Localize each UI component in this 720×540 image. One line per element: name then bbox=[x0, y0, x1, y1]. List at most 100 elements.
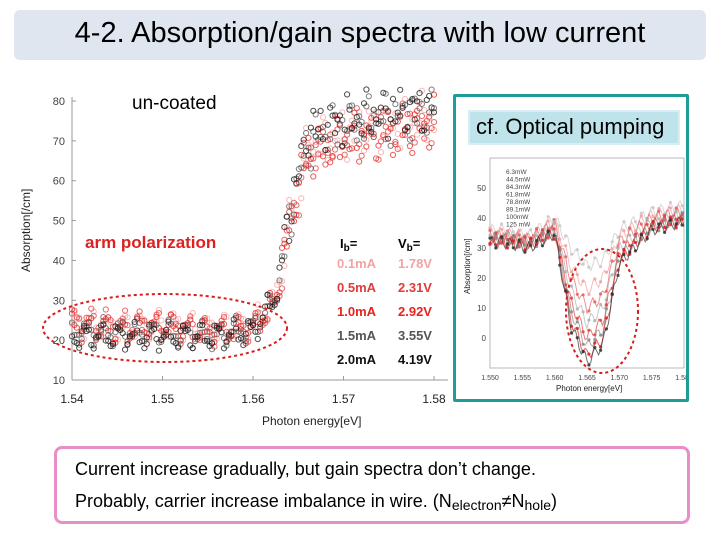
main-data-point bbox=[199, 322, 206, 329]
main-data-point bbox=[298, 195, 305, 202]
main-data-point bbox=[382, 136, 389, 143]
main-data-point bbox=[290, 218, 298, 225]
main-chart-ticks: 10 20 30 40 50 60 70 80 1.54 1.55 1.56 1.57 1.58 bbox=[53, 96, 446, 406]
main-data-point bbox=[428, 86, 435, 93]
main-data-point bbox=[327, 136, 334, 143]
main-data-point bbox=[146, 334, 153, 341]
main-data-point bbox=[351, 137, 358, 144]
inset-series-line bbox=[489, 199, 685, 272]
main-data-point bbox=[102, 337, 109, 344]
main-data-point bbox=[249, 321, 257, 329]
main-data-point bbox=[387, 125, 394, 132]
main-data-point bbox=[276, 289, 283, 296]
main-data-point bbox=[360, 135, 368, 142]
main-data-point bbox=[257, 324, 264, 331]
main-data-point bbox=[138, 331, 146, 338]
main-data-point bbox=[288, 218, 295, 225]
main-data-point bbox=[312, 133, 319, 140]
main-data-point bbox=[95, 333, 102, 340]
main-data-point bbox=[399, 132, 406, 139]
main-data-point bbox=[421, 135, 428, 142]
main-data-point bbox=[283, 243, 290, 250]
legend-col-v: V bbox=[398, 236, 407, 251]
main-data-point bbox=[122, 307, 129, 314]
main-data-point bbox=[189, 345, 196, 352]
main-data-point bbox=[414, 98, 421, 105]
main-data-point bbox=[353, 144, 360, 151]
main-data-point bbox=[421, 127, 428, 134]
main-data-point bbox=[356, 158, 363, 165]
main-data-point bbox=[385, 135, 392, 142]
inset-legend-entry: 44.5mW bbox=[506, 177, 531, 184]
main-data-point bbox=[428, 125, 435, 132]
main-x-tick-label: 1.57 bbox=[332, 392, 356, 406]
main-data-point bbox=[230, 316, 237, 323]
legend-voltage-3: 3.55V bbox=[398, 328, 432, 343]
main-data-point bbox=[426, 113, 433, 120]
inset-x-tick-label: 1.550 bbox=[481, 375, 499, 382]
main-data-point bbox=[242, 330, 249, 337]
main-data-point bbox=[220, 345, 228, 352]
main-data-point bbox=[319, 136, 327, 143]
main-data-point bbox=[155, 347, 162, 354]
main-data-point bbox=[240, 342, 247, 349]
main-data-point bbox=[237, 335, 244, 342]
main-data-point bbox=[353, 137, 360, 144]
svg-text:Ib=: Ib= bbox=[340, 236, 358, 254]
inset-legend-entry: 89.1mW bbox=[506, 207, 531, 214]
legend-current-4: 2.0mA bbox=[337, 352, 377, 367]
main-data-point bbox=[310, 155, 317, 162]
note-neq-symbol: ≠ bbox=[501, 491, 512, 511]
main-data-point bbox=[97, 322, 105, 329]
main-data-point bbox=[348, 124, 355, 132]
main-data-point bbox=[165, 318, 172, 325]
main-data-point bbox=[155, 306, 162, 313]
main-data-point bbox=[163, 326, 170, 334]
main-data-point bbox=[394, 109, 401, 116]
main-data-point bbox=[141, 345, 148, 352]
main-data-point bbox=[252, 310, 259, 317]
main-chart-legend: 0.1mA 1.78V 0.5mA 2.31V 1.0mA 2.92V 1.5mA 3.55V… bbox=[337, 256, 432, 367]
main-data-point bbox=[134, 313, 141, 320]
main-data-point bbox=[204, 328, 211, 335]
inset-highlight-ellipse bbox=[565, 248, 639, 374]
main-y-tick-label: 70 bbox=[53, 136, 65, 148]
note-sub-hole: hole bbox=[524, 497, 551, 513]
inset-y-tick-label: 0 bbox=[482, 334, 487, 343]
inset-y-axis-label: Absorption[/cm] bbox=[463, 238, 472, 294]
legend-voltage-4: 4.19V bbox=[398, 352, 432, 367]
main-y-tick-label: 10 bbox=[53, 375, 65, 387]
main-data-point bbox=[76, 315, 83, 322]
main-data-point bbox=[344, 91, 351, 98]
main-data-point bbox=[208, 340, 216, 347]
main-data-point bbox=[426, 92, 433, 100]
inset-legend-entry: 100mW bbox=[506, 214, 529, 221]
main-data-point bbox=[286, 203, 293, 210]
main-data-point bbox=[418, 100, 425, 108]
main-data-point bbox=[356, 121, 363, 128]
main-data-point bbox=[363, 86, 370, 93]
main-data-point bbox=[319, 114, 327, 121]
main-data-point bbox=[201, 317, 208, 324]
main-data-point bbox=[146, 321, 153, 328]
legend-current-2: 1.0mA bbox=[337, 304, 377, 319]
main-data-point bbox=[136, 308, 143, 315]
main-data-point bbox=[143, 334, 150, 341]
main-data-point bbox=[430, 109, 438, 116]
main-data-point bbox=[341, 126, 348, 133]
main-data-point bbox=[317, 107, 324, 115]
main-data-point bbox=[397, 86, 404, 93]
main-data-point bbox=[329, 153, 336, 160]
main-data-point bbox=[363, 143, 370, 150]
main-data-point bbox=[93, 334, 100, 341]
main-data-point bbox=[223, 339, 230, 346]
main-data-point bbox=[368, 125, 375, 132]
main-data-point bbox=[404, 111, 411, 118]
main-data-point bbox=[218, 329, 225, 336]
main-series-2.0mA bbox=[68, 86, 438, 354]
note-line-2: Probably, carrier increase imbalance in … bbox=[75, 491, 557, 513]
main-data-point bbox=[315, 126, 322, 133]
main-data-point bbox=[392, 118, 399, 125]
main-data-point bbox=[257, 320, 264, 328]
inset-y-tick-label: 10 bbox=[477, 304, 486, 313]
